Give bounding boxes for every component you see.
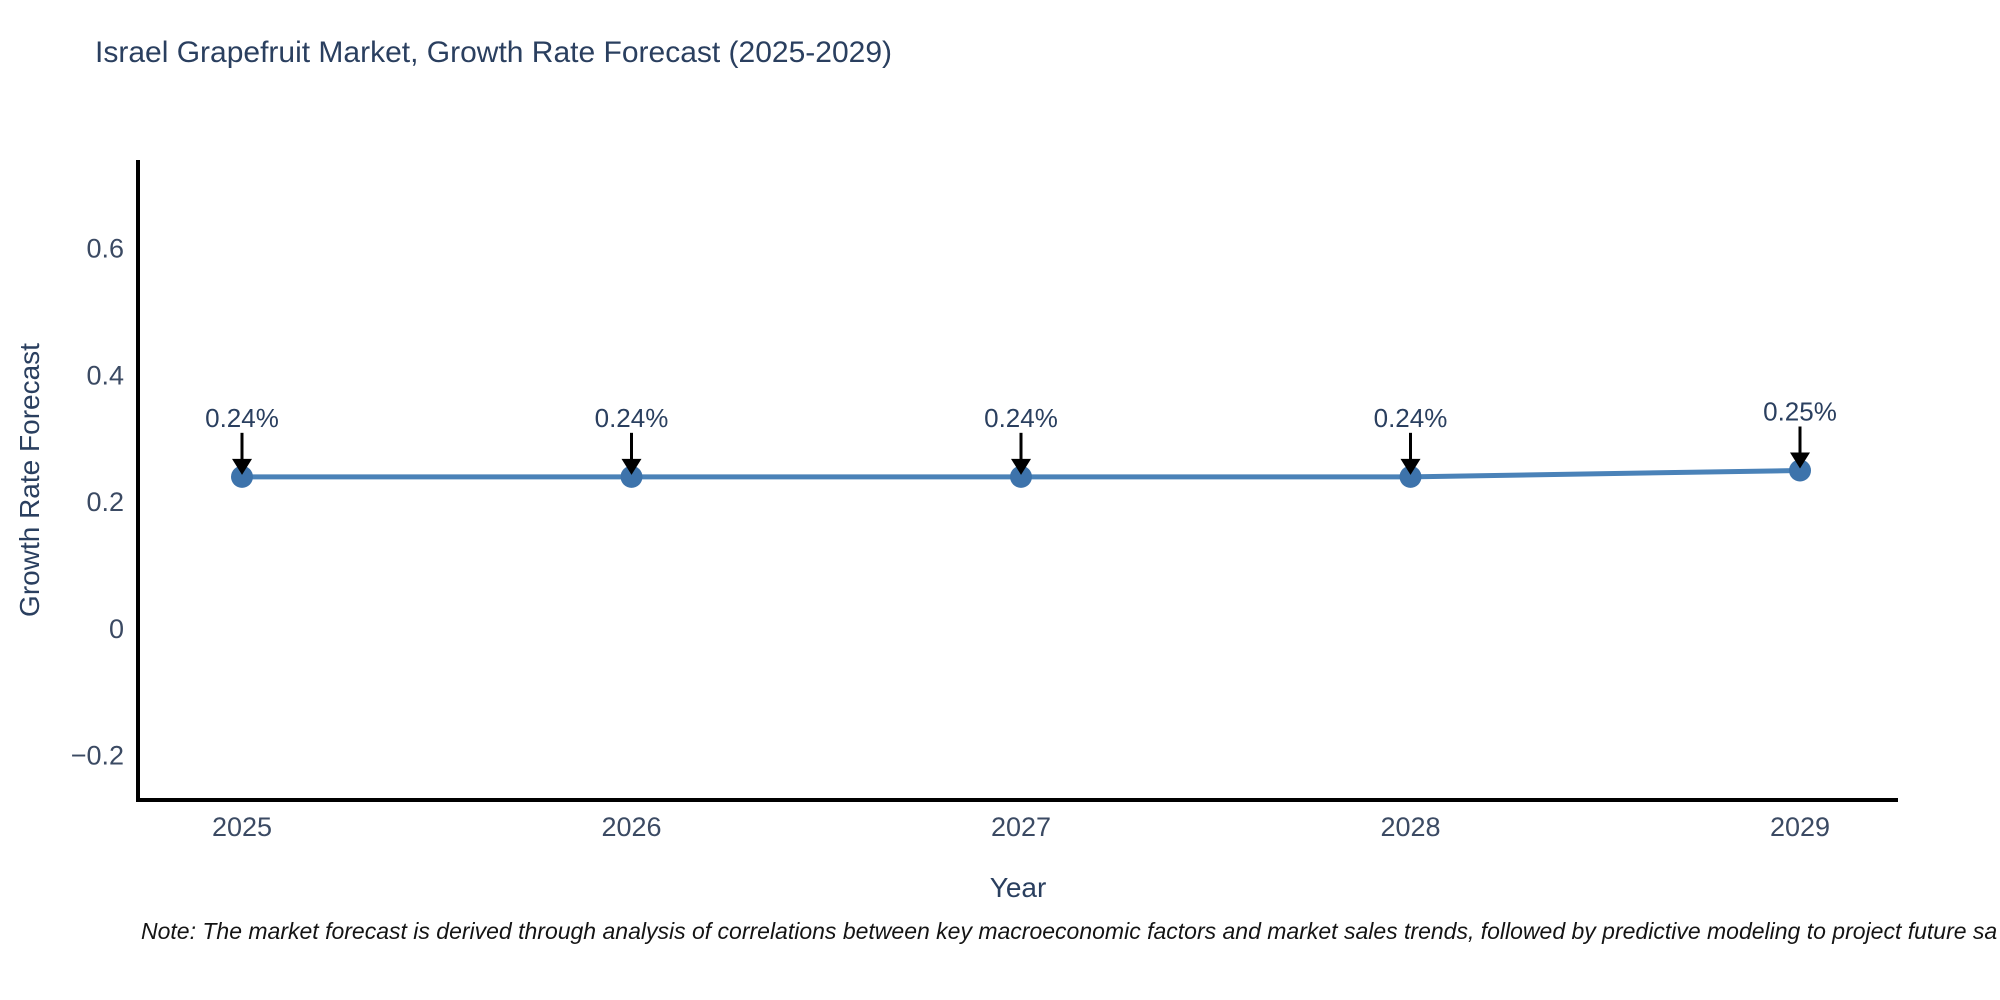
data-point-2028 — [1399, 465, 1422, 488]
y-tick-label: 0.6 — [86, 234, 124, 264]
x-tick-label-2026: 2026 — [601, 812, 661, 842]
point-label-2025: 0.24% — [205, 403, 279, 433]
chart-title: Israel Grapefruit Market, Growth Rate Fo… — [95, 36, 892, 69]
annotation-arrowhead-icon — [1790, 452, 1810, 469]
y-tick-label: 0.4 — [86, 360, 124, 390]
data-point-2025 — [231, 465, 253, 488]
annotation-arrowhead-icon — [1400, 458, 1421, 475]
point-label-2029: 0.25% — [1763, 396, 1837, 426]
point-label-2026: 0.24% — [595, 403, 669, 433]
data-point-2026 — [620, 465, 643, 488]
x-tick-label-2025: 2025 — [212, 812, 272, 842]
point-label-2028: 0.24% — [1374, 403, 1448, 433]
y-axis-title: Growth Rate Forecast — [14, 343, 45, 617]
data-point-2029 — [1789, 459, 1811, 482]
point-label-2027: 0.24% — [984, 403, 1058, 433]
annotation-arrowhead-icon — [621, 458, 642, 475]
data-point-2027 — [1010, 465, 1032, 488]
y-tick-label: 0.2 — [86, 487, 124, 517]
y-tick-label: 0 — [109, 614, 124, 644]
x-tick-label-2029: 2029 — [1770, 812, 1830, 842]
annotation-arrowhead-icon — [1011, 458, 1031, 475]
x-axis-title: Year — [989, 872, 1047, 903]
x-tick-label-2027: 2027 — [991, 812, 1051, 842]
x-tick-label-2028: 2028 — [1380, 812, 1440, 842]
annotation-arrowhead-icon — [232, 458, 252, 475]
footnote: Note: The market forecast is derived thr… — [141, 918, 1998, 944]
y-tick-label: −0.2 — [71, 741, 124, 771]
